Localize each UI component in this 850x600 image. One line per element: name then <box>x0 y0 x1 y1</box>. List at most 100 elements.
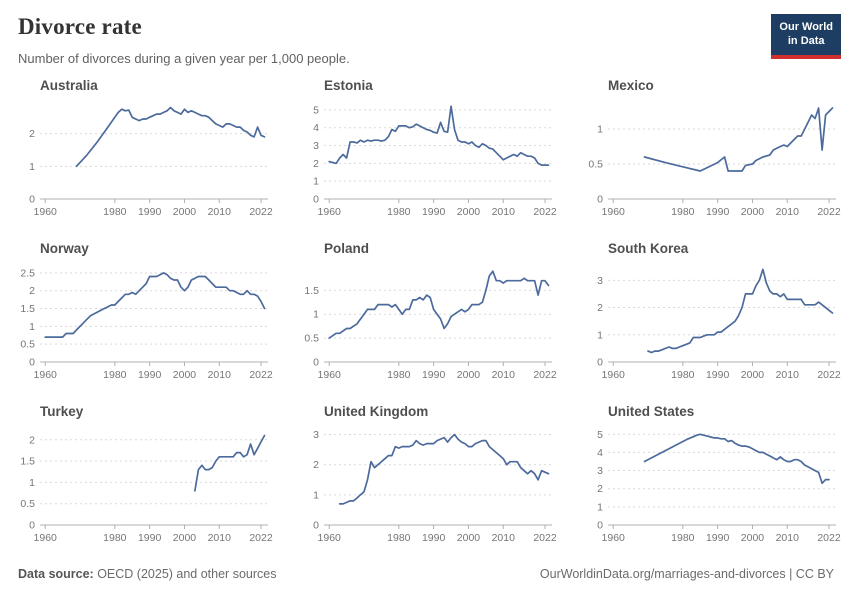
x-tick-label: 1960 <box>602 369 626 381</box>
x-tick-label: 2022 <box>817 206 841 218</box>
line-chart: 0 1 2 3 4 5 1960 1980 1990 2000 2010 2022 <box>313 104 557 218</box>
data-line <box>194 434 266 492</box>
x-tick-label: 1960 <box>34 206 58 218</box>
x-tick-label: 2010 <box>776 206 800 218</box>
y-tick-label: 1.5 <box>20 303 35 315</box>
y-tick-label: 2 <box>597 302 603 314</box>
y-tick-label: 1.5 <box>304 285 319 297</box>
chart-panel-mexico: Mexico 0 0.5 1 1960 1980 1990 2000 2010 2022 <box>582 72 844 229</box>
x-tick-label: 1980 <box>671 369 695 381</box>
y-tick-label: 1 <box>313 309 319 321</box>
panel-title: Turkey <box>40 404 84 419</box>
x-tick-label: 1980 <box>387 369 411 381</box>
x-tick-label: 1990 <box>706 206 730 218</box>
x-tick-label: 2010 <box>776 532 800 544</box>
y-tick-label: 3 <box>597 275 603 287</box>
x-tick-label: 1980 <box>103 532 127 544</box>
y-tick-label: 1.5 <box>20 456 35 468</box>
x-tick-label: 2022 <box>533 369 557 381</box>
data-line <box>647 268 834 354</box>
y-tick-label: 1 <box>597 124 603 136</box>
line-chart: 0 0.5 1 1.5 2 1960 1980 1990 2000 2010 2022 <box>20 434 272 544</box>
x-tick-label: 1980 <box>671 532 695 544</box>
x-tick-label: 2022 <box>249 206 273 218</box>
panel-title: South Korea <box>608 241 689 256</box>
data-line <box>328 270 550 339</box>
chart-panel-united-states: United States 0 1 2 3 4 5 1960 1980 1990 2000 2010 2… <box>582 398 844 555</box>
charts-grid: Australia 0 1 2 1960 1980 1990 2000 2010 2022 Esto… <box>0 66 850 555</box>
x-tick-label: 1990 <box>422 206 446 218</box>
line-chart: 0 0.5 1 1960 1980 1990 2000 2010 2022 <box>588 107 841 218</box>
line-chart: 0 1 2 3 4 5 1960 1980 1990 2000 2010 2022 <box>597 429 841 544</box>
data-line <box>75 106 266 168</box>
line-chart: 0 1 2 1960 1980 1990 2000 2010 2022 <box>29 106 273 218</box>
x-tick-label: 1990 <box>706 369 730 381</box>
x-tick-label: 1990 <box>138 369 162 381</box>
x-tick-label: 1960 <box>602 206 626 218</box>
x-tick-label: 1990 <box>138 532 162 544</box>
y-tick-label: 2 <box>597 483 603 495</box>
header-text: Divorce rate Number of divorces during a… <box>18 14 350 66</box>
x-tick-label: 2000 <box>173 532 197 544</box>
panel-title: Poland <box>324 241 370 256</box>
x-tick-label: 1980 <box>671 206 695 218</box>
data-line <box>328 105 550 166</box>
x-tick-label: 2000 <box>457 206 481 218</box>
y-tick-label: 5 <box>313 104 319 116</box>
y-tick-label: 1 <box>29 321 35 333</box>
panel-title: United Kingdom <box>324 404 429 419</box>
line-chart: 0 1 2 3 1960 1980 1990 2000 2010 2022 <box>597 268 841 381</box>
y-tick-label: 4 <box>597 447 603 459</box>
x-tick-label: 2022 <box>533 532 557 544</box>
page-title: Divorce rate <box>18 14 142 39</box>
y-tick-label: 1 <box>597 329 603 341</box>
y-tick-label: 0 <box>313 194 319 206</box>
logo-line1: Our World <box>779 21 833 33</box>
canonical-url[interactable]: OurWorldinData.org/marriages-and-divorce… <box>539 567 834 581</box>
y-tick-label: 2 <box>29 434 35 446</box>
chart-panel-turkey: Turkey 0 0.5 1 1.5 2 1960 1980 1990 2000 2010 2022 <box>14 398 276 555</box>
x-tick-label: 2010 <box>492 369 516 381</box>
y-tick-label: 3 <box>313 140 319 152</box>
y-tick-label: 1 <box>29 477 35 489</box>
data-line <box>643 107 834 172</box>
x-tick-label: 2010 <box>776 369 800 381</box>
chart-panel-south-korea: South Korea 0 1 2 3 1960 1980 1990 2000 2010 2022 <box>582 235 844 392</box>
data-source-text: OECD (2025) and other sources <box>93 567 277 581</box>
x-tick-label: 1960 <box>318 206 342 218</box>
x-tick-label: 1960 <box>34 532 58 544</box>
chart-panel-united-kingdom: United Kingdom 0 1 2 3 1960 1980 1990 2000 2010 20… <box>298 398 560 555</box>
x-tick-label: 2000 <box>457 369 481 381</box>
x-tick-label: 2010 <box>492 532 516 544</box>
x-tick-label: 1960 <box>34 369 58 381</box>
y-tick-label: 0.5 <box>588 159 603 171</box>
y-tick-label: 2 <box>313 158 319 170</box>
y-tick-label: 1 <box>313 176 319 188</box>
y-tick-label: 0 <box>597 194 603 206</box>
footer: Data source: OECD (2025) and other sourc… <box>0 555 850 581</box>
x-tick-label: 1990 <box>138 206 162 218</box>
y-tick-label: 0 <box>29 520 35 532</box>
y-tick-label: 0 <box>313 357 319 369</box>
y-tick-label: 2 <box>29 128 35 140</box>
panel-title: United States <box>608 404 695 419</box>
x-tick-label: 1980 <box>387 532 411 544</box>
chart-panel-norway: Norway 0 0.5 1 1.5 2 2.5 1960 1980 1990 2000 2010 20… <box>14 235 276 392</box>
x-tick-label: 1960 <box>602 532 626 544</box>
x-tick-label: 1980 <box>387 206 411 218</box>
header: Divorce rate Number of divorces during a… <box>0 0 850 66</box>
x-tick-label: 1990 <box>422 369 446 381</box>
y-tick-label: 2 <box>29 285 35 297</box>
data-source: Data source: OECD (2025) and other sourc… <box>18 567 276 581</box>
x-tick-label: 2022 <box>533 206 557 218</box>
y-tick-label: 0.5 <box>20 498 35 510</box>
y-tick-label: 0 <box>597 357 603 369</box>
owid-logo[interactable]: Our World in Data <box>771 14 841 59</box>
panel-title: Estonia <box>324 78 373 93</box>
y-tick-label: 0 <box>313 520 319 532</box>
y-tick-label: 2 <box>313 459 319 471</box>
panel-title: Mexico <box>608 78 654 93</box>
y-tick-label: 1 <box>597 501 603 513</box>
y-tick-label: 0.5 <box>20 339 35 351</box>
y-tick-label: 1 <box>313 489 319 501</box>
